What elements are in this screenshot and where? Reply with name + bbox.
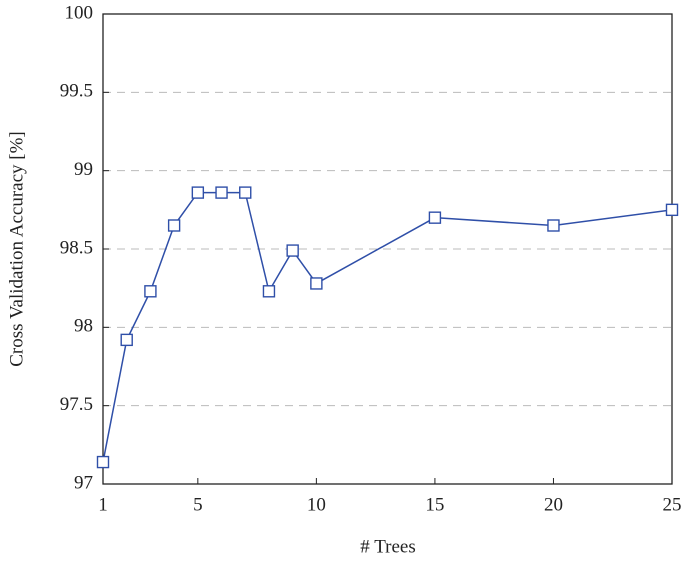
marker bbox=[665, 203, 679, 217]
marker bbox=[262, 285, 276, 298]
marker bbox=[215, 186, 228, 199]
marker bbox=[547, 219, 560, 232]
marker bbox=[286, 244, 299, 257]
marker bbox=[144, 285, 157, 298]
y-tick-label: 97 bbox=[74, 472, 93, 493]
x-tick-label: 5 bbox=[193, 494, 203, 515]
marker bbox=[239, 186, 252, 199]
y-tick-label: 99.5 bbox=[60, 81, 93, 102]
x-tick-label: 1 bbox=[98, 494, 108, 515]
marker bbox=[167, 219, 181, 232]
plot-frame bbox=[102, 13, 673, 485]
marker bbox=[310, 277, 323, 290]
x-tick-label: 25 bbox=[663, 494, 682, 515]
marker bbox=[120, 333, 133, 347]
x-axis-label: # Trees bbox=[360, 536, 415, 557]
y-axis-label: Cross Validation Accuracy [%] bbox=[6, 131, 27, 367]
x-tick-label: 20 bbox=[544, 494, 563, 515]
y-tick-label: 98 bbox=[74, 316, 93, 337]
y-tick-label: 97.5 bbox=[60, 394, 93, 415]
marker bbox=[96, 455, 110, 469]
y-tick-label: 99 bbox=[74, 159, 93, 180]
marker bbox=[428, 211, 442, 224]
marker bbox=[191, 186, 205, 199]
x-tick-label: 10 bbox=[307, 494, 326, 515]
y-tick-label: 98.5 bbox=[60, 237, 93, 258]
y-tick-label: 100 bbox=[65, 2, 94, 23]
x-tick-label: 15 bbox=[425, 494, 444, 515]
